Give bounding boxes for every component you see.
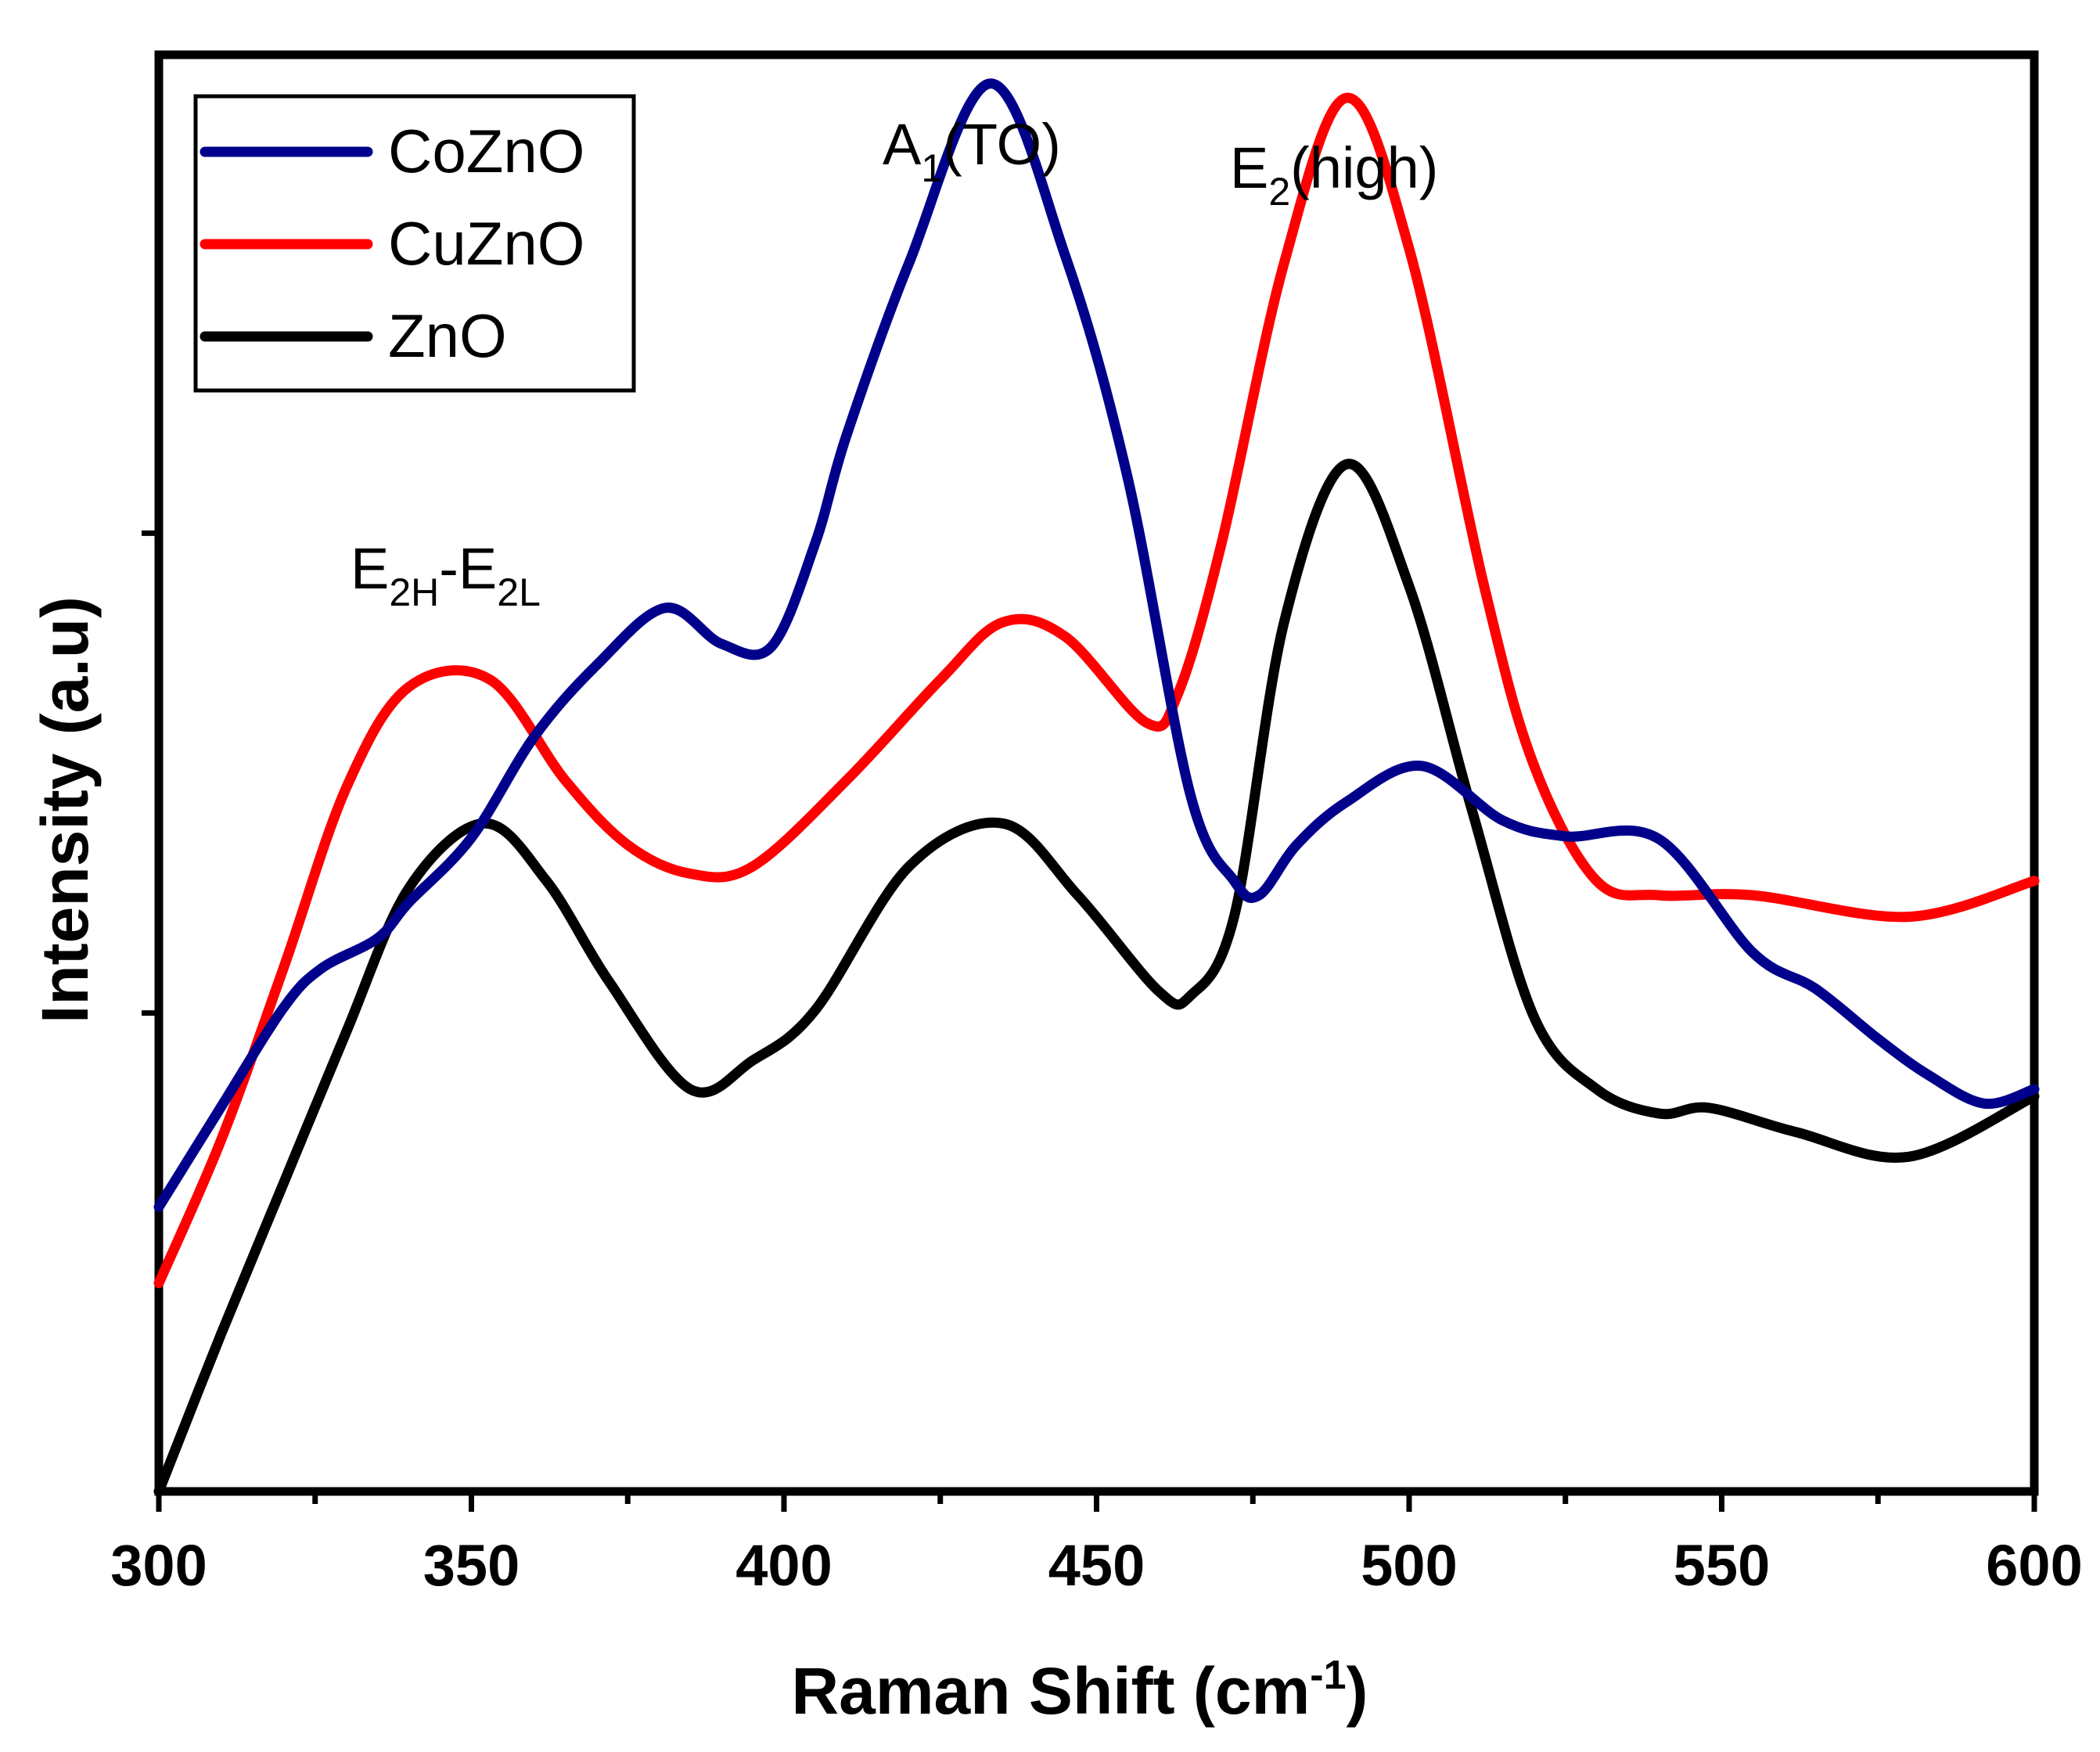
x-tick-label: 500 <box>1361 1533 1457 1598</box>
annotation-e2h-e2l: E2H-E2L <box>351 536 541 614</box>
x-tick-label: 450 <box>1048 1533 1145 1598</box>
series-line-zno <box>153 459 2040 1497</box>
series-layer <box>153 78 2040 1497</box>
x-tick-label: 300 <box>110 1533 207 1598</box>
legend: CoZnO CuZnO ZnO <box>193 94 636 393</box>
x-axis-tick-labels: 300 350 400 450 500 550 600 <box>110 1533 2082 1598</box>
series-line-cuznO <box>153 92 2040 1289</box>
annotation-a1-to: A1(TO) <box>883 112 1061 190</box>
x-tick-label: 350 <box>423 1533 520 1598</box>
x-axis-title-main: Raman Shift (cm <box>791 1654 1310 1728</box>
x-tick-label: 600 <box>1986 1533 2082 1598</box>
x-axis-title-sup: -1 <box>1310 1653 1346 1698</box>
x-axis-title: Raman Shift (cm-1) <box>791 1653 1368 1728</box>
y-axis-title: Intensity (a.u) <box>28 596 102 1023</box>
x-tick-label: 550 <box>1674 1533 1770 1598</box>
y-axis-ticks <box>142 530 159 1016</box>
x-axis-title-end: ) <box>1347 1654 1368 1728</box>
legend-label-zno: ZnO <box>388 301 507 370</box>
series-line-coznO <box>153 78 2040 1212</box>
legend-label-cuznO: CuZnO <box>388 209 584 278</box>
annotation-e2-high: E2(high) <box>1230 135 1438 214</box>
x-tick-label: 400 <box>735 1533 832 1598</box>
x-axis-ticks <box>156 1491 2037 1512</box>
legend-label-coznO: CoZnO <box>388 117 584 185</box>
